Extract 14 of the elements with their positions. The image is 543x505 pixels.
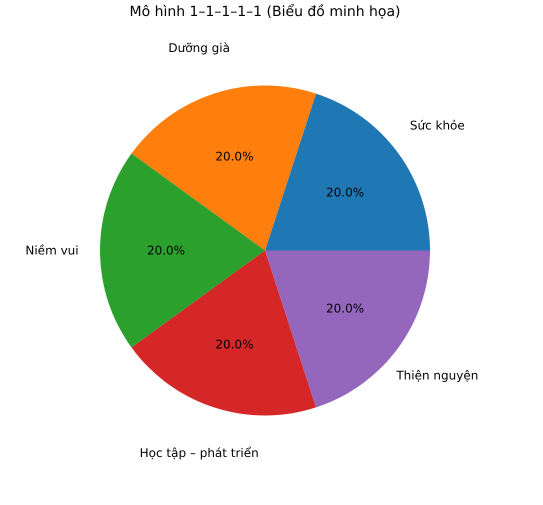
slice-label: Thiện nguyện: [395, 368, 478, 383]
slice-label: Niềm vui: [25, 244, 79, 258]
pie-slice: [265, 250, 430, 408]
slice-label: Sức khỏe: [410, 118, 465, 132]
data-label: 20.0%: [215, 338, 254, 352]
pie-slice: [265, 94, 430, 250]
pie-slice: [100, 154, 265, 348]
data-label: 20.0%: [326, 185, 364, 200]
chart-title: Mô hình 1–1–1–1–1 (Biểu đồ minh họa): [129, 3, 401, 20]
slice-label: Dưỡng già: [168, 40, 230, 55]
slice-label: Học tập – phát triển: [140, 446, 259, 460]
data-label: 20.0%: [326, 302, 364, 316]
data-label: 20.0%: [215, 149, 254, 164]
data-label: 20.0%: [146, 244, 186, 258]
